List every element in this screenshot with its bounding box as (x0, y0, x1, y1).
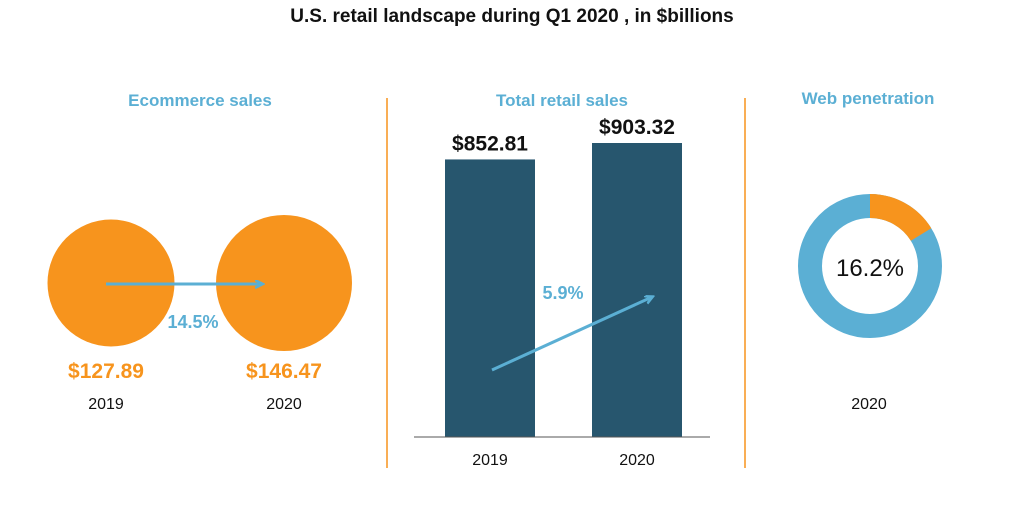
ecommerce-value-2019: $127.89 (68, 360, 144, 383)
chart-title: U.S. retail landscape during Q1 2020 , i… (290, 6, 733, 27)
ecommerce-year-2020: 2020 (266, 396, 302, 413)
retail-value-2019: $852.81 (452, 132, 528, 155)
retail-value-2020: $903.32 (599, 116, 675, 139)
ecommerce-year-2019: 2019 (88, 396, 124, 413)
retail-year-2020: 2020 (619, 452, 655, 469)
retail-title: Total retail sales (496, 91, 628, 110)
retail-bar-2019 (445, 159, 535, 438)
ecommerce-bubble-2020 (216, 215, 352, 351)
ecommerce-value-2020: $146.47 (246, 360, 322, 383)
web-year-2020: 2020 (851, 396, 887, 413)
ecommerce-growth-label: 14.5% (167, 312, 218, 332)
donut-slice-web-share (869, 194, 932, 242)
retail-growth-label: 5.9% (542, 283, 583, 303)
retail-panel: Total retail sales $852.81 $903.32 5.9% … (414, 91, 710, 469)
web-panel: Web penetration 16.2% 2020 (798, 89, 942, 413)
ecommerce-panel: Ecommerce sales 14.5% $127.89 $146.47 20… (47, 91, 352, 413)
retail-growth-arrow (491, 297, 652, 372)
retail-bar-2020 (592, 143, 682, 437)
ecommerce-title: Ecommerce sales (128, 91, 272, 110)
donut-center-value: 16.2% (836, 255, 904, 282)
web-title: Web penetration (802, 89, 935, 108)
retail-year-2019: 2019 (472, 452, 508, 469)
